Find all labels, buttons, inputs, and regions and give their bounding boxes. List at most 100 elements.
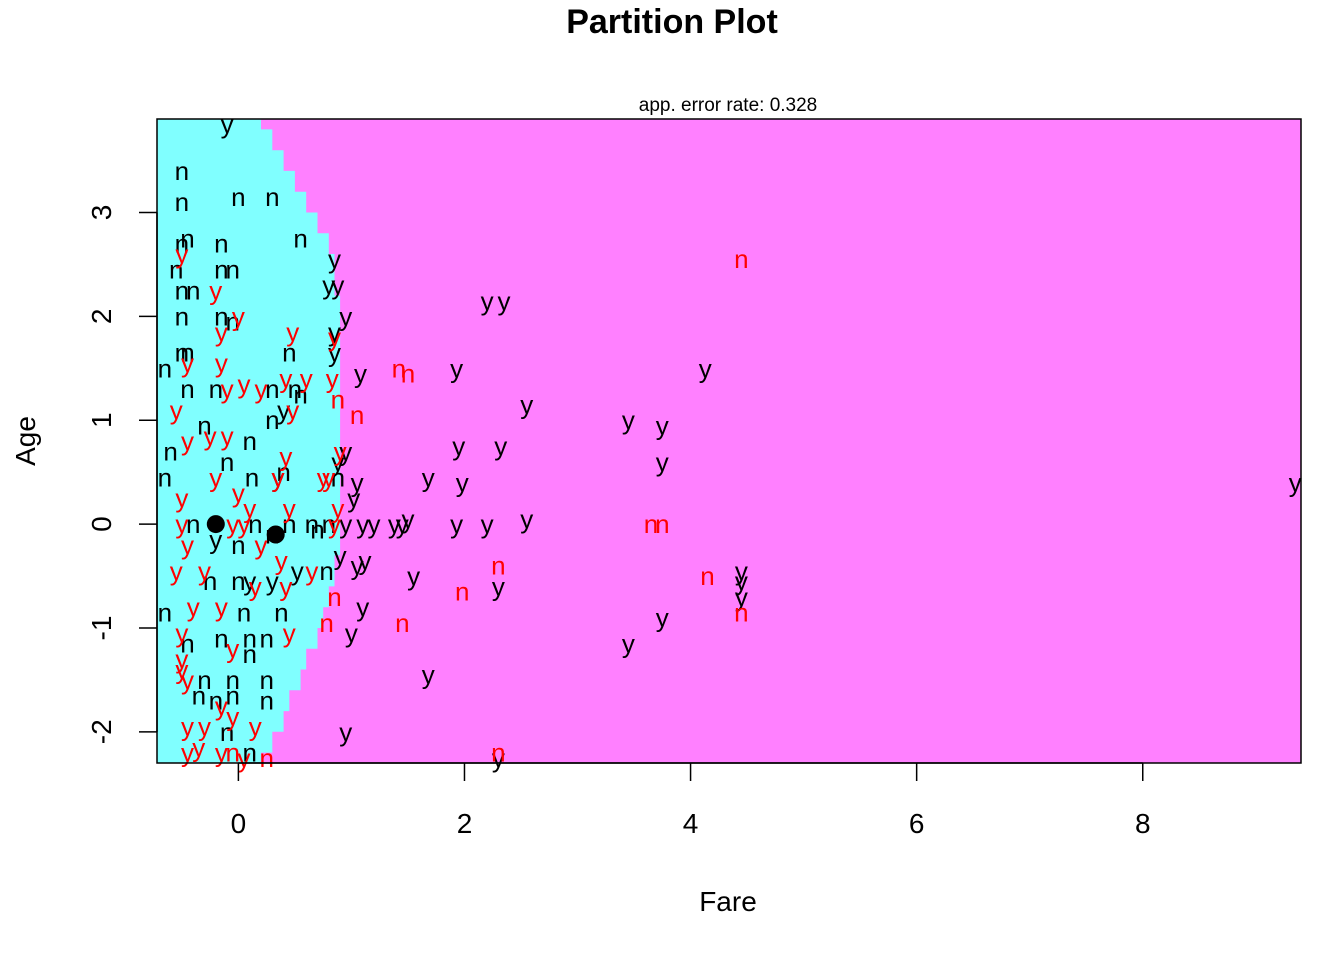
point-n: n — [265, 182, 279, 212]
point-n: n — [305, 509, 319, 539]
point-n-misclassified: n — [225, 738, 239, 768]
point-y: y — [520, 390, 533, 420]
cluster-center — [206, 515, 225, 534]
point-n: n — [310, 514, 324, 544]
point-y: y — [498, 286, 511, 316]
point-n: n — [209, 374, 223, 404]
point-n: n — [231, 530, 245, 560]
point-y-misclassified: y — [328, 509, 341, 539]
point-y-misclassified: y — [221, 374, 234, 404]
point-y: y — [492, 743, 505, 773]
cluster-center — [266, 525, 285, 544]
point-n: n — [192, 681, 206, 711]
point-y: y — [735, 566, 748, 596]
point-y-misclassified: y — [181, 348, 194, 378]
point-n: n — [214, 229, 228, 259]
point-y: y — [402, 504, 415, 534]
point-n: n — [175, 187, 189, 217]
point-y: y — [481, 509, 494, 539]
point-n: n — [259, 665, 273, 695]
y-axis: -2 -1 0 1 2 3 — [86, 205, 158, 744]
point-y-misclassified: y — [181, 738, 194, 768]
point-y: y — [334, 540, 347, 570]
point-n: n — [259, 623, 273, 653]
point-y: y — [339, 717, 352, 747]
y-tick-label: 2 — [86, 309, 117, 325]
point-n: n — [214, 623, 228, 653]
point-n: n — [186, 275, 200, 305]
point-n-misclassified: n — [401, 359, 415, 389]
point-y: y — [368, 509, 381, 539]
point-y: y — [266, 566, 279, 596]
point-y-misclassified: y — [198, 712, 211, 742]
point-n: n — [203, 566, 217, 596]
point-n: n — [231, 182, 245, 212]
point-n: n — [175, 301, 189, 331]
point-n: n — [225, 307, 239, 337]
point-y-misclassified: y — [300, 364, 313, 394]
point-n: n — [282, 509, 296, 539]
point-n: n — [265, 374, 279, 404]
point-y: y — [339, 436, 352, 466]
point-n: n — [322, 509, 336, 539]
point-n-misclassified: n — [327, 582, 341, 612]
point-n-misclassified: n — [350, 400, 364, 430]
point-y: y — [494, 431, 507, 461]
point-y-misclassified: y — [279, 364, 292, 394]
point-n: n — [319, 556, 333, 586]
point-y-misclassified: y — [238, 509, 251, 539]
point-n-misclassified: n — [395, 608, 409, 638]
point-y: y — [345, 618, 358, 648]
point-n: n — [180, 224, 194, 254]
point-y: y — [452, 431, 465, 461]
point-y: y — [354, 359, 367, 389]
point-y-misclassified: y — [204, 421, 217, 451]
point-y: y — [339, 301, 352, 331]
region-y — [157, 119, 1301, 763]
point-y-misclassified: y — [221, 421, 234, 451]
point-n: n — [282, 338, 296, 368]
point-y-misclassified: y — [279, 571, 292, 601]
point-y: y — [396, 509, 409, 539]
point-n: n — [197, 665, 211, 695]
point-y: y — [243, 566, 256, 596]
point-n: n — [276, 457, 290, 487]
point-y-misclassified: y — [283, 494, 296, 524]
point-y: y — [656, 603, 669, 633]
point-n-misclassified: n — [319, 608, 333, 638]
point-n: n — [186, 509, 200, 539]
point-y: y — [407, 561, 420, 591]
point-y-misclassified: y — [249, 571, 262, 601]
point-n: n — [197, 410, 211, 440]
point-y: y — [277, 395, 290, 425]
point-n: n — [158, 353, 172, 383]
point-y: y — [322, 270, 335, 300]
point-n: n — [293, 379, 307, 409]
point-y: y — [328, 317, 341, 347]
point-n: n — [180, 374, 194, 404]
point-n: n — [158, 597, 172, 627]
point-y-misclassified: y — [317, 462, 330, 492]
point-y-misclassified: y — [215, 738, 228, 768]
point-y-misclassified: y — [175, 644, 188, 674]
point-n-misclassified: n — [734, 597, 748, 627]
point-y: y — [735, 582, 748, 612]
point-y: y — [347, 483, 360, 513]
point-n: n — [242, 738, 256, 768]
region-n — [157, 119, 341, 763]
point-n-misclassified: n — [644, 509, 658, 539]
point-y: y — [291, 556, 304, 586]
point-y: y — [422, 462, 435, 492]
point-y: y — [328, 244, 341, 274]
point-y-misclassified: y — [209, 462, 222, 492]
point-y: y — [699, 353, 712, 383]
point-y: y — [331, 447, 344, 477]
point-n: n — [169, 255, 183, 285]
point-y-misclassified: y — [279, 442, 292, 472]
point-n: n — [259, 686, 273, 716]
point-y-misclassified: y — [238, 743, 251, 773]
point-y-misclassified: y — [238, 369, 251, 399]
point-y-misclassified: y — [275, 546, 288, 576]
point-n: n — [274, 597, 288, 627]
